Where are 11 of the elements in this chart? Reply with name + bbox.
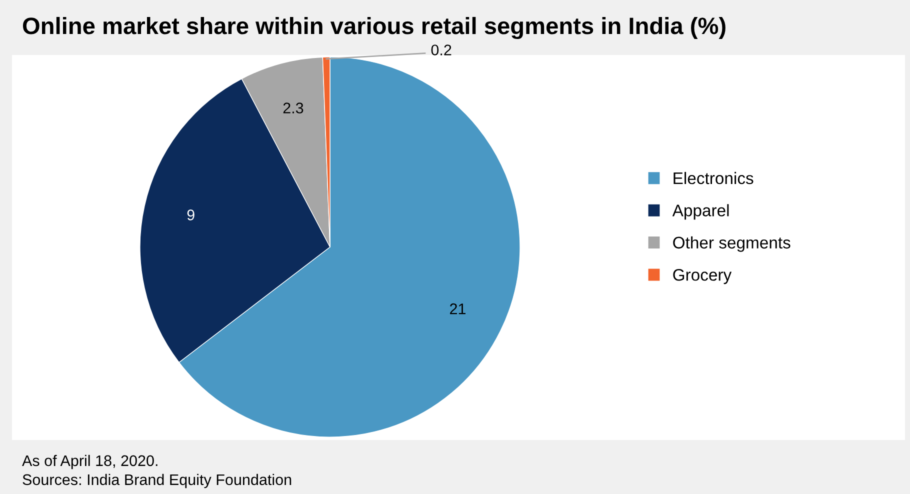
- legend-label: Electronics: [674, 172, 754, 184]
- chart-title: Online market share within various retail segments in India (%): [22, 16, 726, 40]
- data-label: 9: [187, 210, 194, 220]
- data-label: 0.2: [431, 44, 452, 56]
- data-label: 21: [450, 303, 466, 314]
- legend-label: Other segments: [673, 236, 790, 252]
- text: As of April 18, 2020.: [22, 454, 158, 470]
- legend-label: Apparel: [672, 204, 729, 220]
- legend-label: Grocery: [673, 268, 732, 284]
- source-note: Sources: India Brand Equity Foundation: [22, 474, 292, 488]
- data-label: 2.3: [283, 102, 304, 114]
